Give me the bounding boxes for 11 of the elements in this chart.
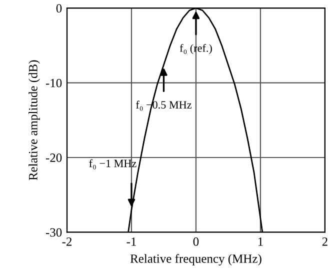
y-axis-title: Relative amplitude (dB) xyxy=(28,60,40,180)
y-tick-label: 0 xyxy=(56,4,62,13)
x-tick-label: 1 xyxy=(258,237,263,246)
x-tick-label: 2 xyxy=(322,237,328,246)
y-tick-label: -30 xyxy=(46,228,62,237)
x-tick-label: -1 xyxy=(126,237,136,246)
x-axis-title: Relative frequency (MHz) xyxy=(130,254,262,266)
y-tick-label: -10 xyxy=(46,78,62,88)
x-tick-label: -2 xyxy=(62,237,72,246)
x-tick-label: 0 xyxy=(193,237,199,246)
y-tick-label: -20 xyxy=(46,154,62,162)
